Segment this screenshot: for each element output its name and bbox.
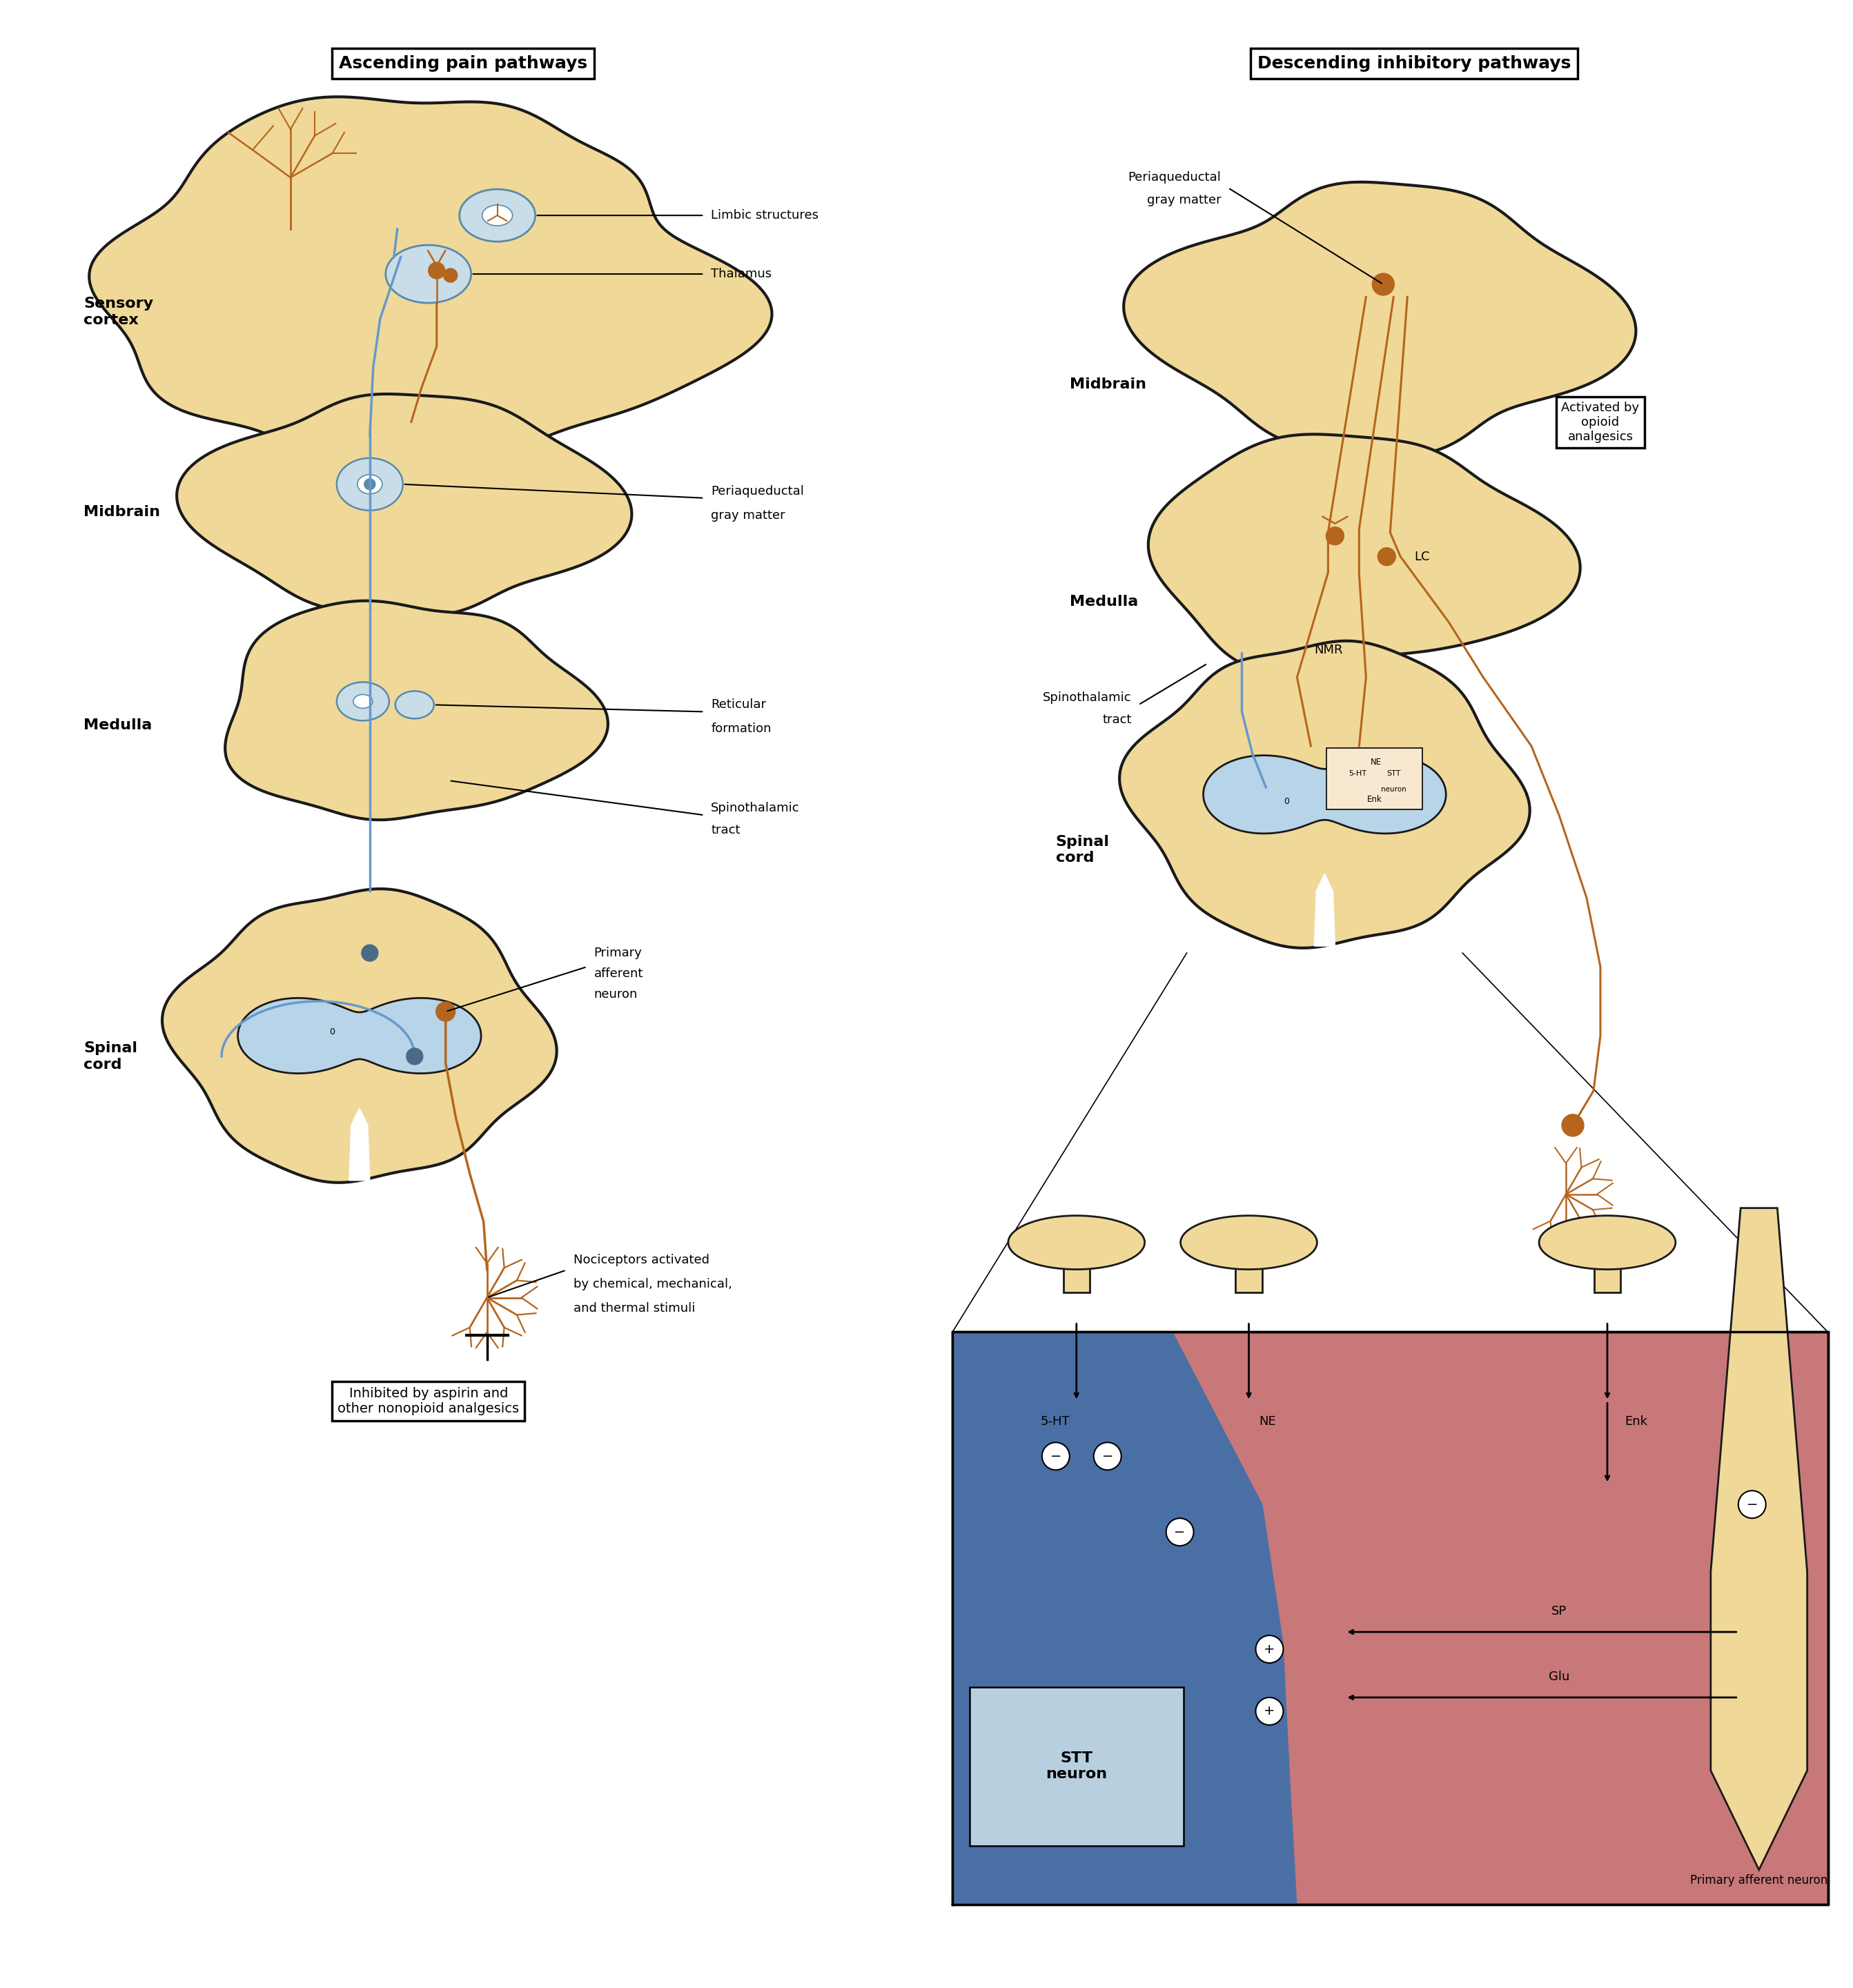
Circle shape	[365, 479, 376, 489]
Ellipse shape	[337, 457, 402, 511]
Text: Inhibited by aspirin and
other nonopioid analgesics: Inhibited by aspirin and other nonopioid…	[337, 1388, 519, 1415]
Ellipse shape	[358, 475, 382, 493]
Text: NE: NE	[1260, 1415, 1277, 1427]
Circle shape	[1379, 547, 1395, 565]
FancyBboxPatch shape	[969, 1688, 1184, 1845]
Polygon shape	[348, 1107, 371, 1181]
Text: LC: LC	[1414, 551, 1431, 563]
Polygon shape	[1314, 873, 1334, 946]
Text: tract: tract	[712, 825, 741, 837]
Circle shape	[1093, 1443, 1121, 1469]
Polygon shape	[1119, 640, 1531, 948]
Text: neuron: neuron	[1380, 785, 1406, 793]
Circle shape	[1738, 1491, 1766, 1519]
Text: Ascending pain pathways: Ascending pain pathways	[339, 56, 587, 72]
Text: +: +	[1264, 1642, 1275, 1656]
Text: Medulla: Medulla	[83, 718, 152, 732]
Text: Primary afferent neuron: Primary afferent neuron	[1690, 1875, 1827, 1887]
Circle shape	[1327, 527, 1343, 545]
Circle shape	[1256, 1698, 1284, 1726]
Text: Sensory
cortex: Sensory cortex	[83, 296, 154, 326]
Text: Midbrain: Midbrain	[1069, 378, 1147, 392]
Ellipse shape	[395, 692, 434, 718]
Text: Spinothalamic: Spinothalamic	[1043, 692, 1132, 704]
Circle shape	[1041, 1443, 1069, 1469]
Text: Glu: Glu	[1549, 1670, 1569, 1684]
Text: −: −	[1103, 1449, 1114, 1463]
Text: Thalamus: Thalamus	[712, 268, 773, 280]
Ellipse shape	[1008, 1215, 1145, 1270]
Text: gray matter: gray matter	[712, 509, 786, 521]
Text: SP: SP	[1551, 1604, 1568, 1618]
Text: and thermal stimuli: and thermal stimuli	[573, 1302, 695, 1314]
Text: 5-HT: 5-HT	[1040, 1415, 1069, 1427]
Circle shape	[1256, 1636, 1284, 1664]
Text: Spinal
cord: Spinal cord	[83, 1042, 137, 1072]
Polygon shape	[1123, 183, 1636, 455]
Text: Reticular: Reticular	[712, 698, 767, 712]
Text: Midbrain: Midbrain	[83, 505, 161, 519]
Text: Spinal
cord: Spinal cord	[1056, 835, 1110, 865]
Ellipse shape	[385, 245, 471, 302]
Text: by chemical, mechanical,: by chemical, mechanical,	[573, 1278, 732, 1290]
Text: −: −	[1175, 1525, 1186, 1539]
Text: STT: STT	[1386, 769, 1401, 777]
Polygon shape	[163, 889, 556, 1183]
Circle shape	[428, 262, 445, 278]
Text: formation: formation	[712, 724, 771, 736]
Circle shape	[361, 944, 378, 962]
Text: 0: 0	[330, 1028, 335, 1038]
Circle shape	[443, 268, 458, 282]
Circle shape	[1562, 1115, 1584, 1137]
Text: Descending inhibitory pathways: Descending inhibitory pathways	[1258, 56, 1571, 72]
Text: NE: NE	[1371, 757, 1382, 767]
Text: Limbic structures: Limbic structures	[712, 209, 819, 221]
FancyBboxPatch shape	[1327, 747, 1423, 809]
Ellipse shape	[460, 189, 536, 243]
Text: Enk: Enk	[1368, 795, 1382, 803]
Text: neuron: neuron	[593, 988, 637, 1000]
Text: +: +	[1264, 1704, 1275, 1718]
Ellipse shape	[1180, 1215, 1317, 1270]
Text: Spinothalamic: Spinothalamic	[712, 801, 800, 815]
Polygon shape	[1710, 1209, 1807, 1871]
Polygon shape	[1236, 1242, 1262, 1292]
Text: NMR: NMR	[1314, 644, 1343, 656]
Polygon shape	[1594, 1242, 1621, 1292]
Circle shape	[435, 1002, 456, 1022]
Text: tract: tract	[1103, 714, 1132, 726]
Polygon shape	[952, 1332, 1297, 1905]
Text: Medulla: Medulla	[1069, 594, 1138, 608]
Polygon shape	[89, 97, 773, 467]
Text: gray matter: gray matter	[1147, 195, 1221, 207]
Polygon shape	[1064, 1242, 1090, 1292]
Text: Nociceptors activated: Nociceptors activated	[573, 1254, 710, 1266]
Polygon shape	[224, 600, 608, 819]
Text: afferent: afferent	[593, 968, 643, 980]
Ellipse shape	[1540, 1215, 1675, 1270]
Ellipse shape	[337, 682, 389, 722]
Text: Primary: Primary	[593, 946, 643, 958]
Text: Periaqueductal: Periaqueductal	[1128, 171, 1221, 183]
Polygon shape	[1203, 755, 1445, 833]
Circle shape	[406, 1048, 422, 1066]
Text: Activated by
opioid
analgesics: Activated by opioid analgesics	[1562, 402, 1640, 443]
Ellipse shape	[482, 205, 513, 227]
Polygon shape	[1149, 433, 1581, 674]
Text: −: −	[1051, 1449, 1062, 1463]
Text: Periaqueductal: Periaqueductal	[712, 485, 804, 497]
Text: STT
neuron: STT neuron	[1045, 1751, 1108, 1781]
Circle shape	[1166, 1519, 1193, 1547]
Polygon shape	[237, 998, 482, 1074]
FancyBboxPatch shape	[952, 1332, 1827, 1905]
Text: 5-HT: 5-HT	[1349, 769, 1368, 777]
Text: −: −	[1746, 1497, 1758, 1511]
Circle shape	[1373, 272, 1393, 296]
Ellipse shape	[354, 694, 372, 708]
Text: Enk: Enk	[1625, 1415, 1647, 1427]
Polygon shape	[176, 394, 632, 616]
Text: 0: 0	[1284, 797, 1290, 805]
